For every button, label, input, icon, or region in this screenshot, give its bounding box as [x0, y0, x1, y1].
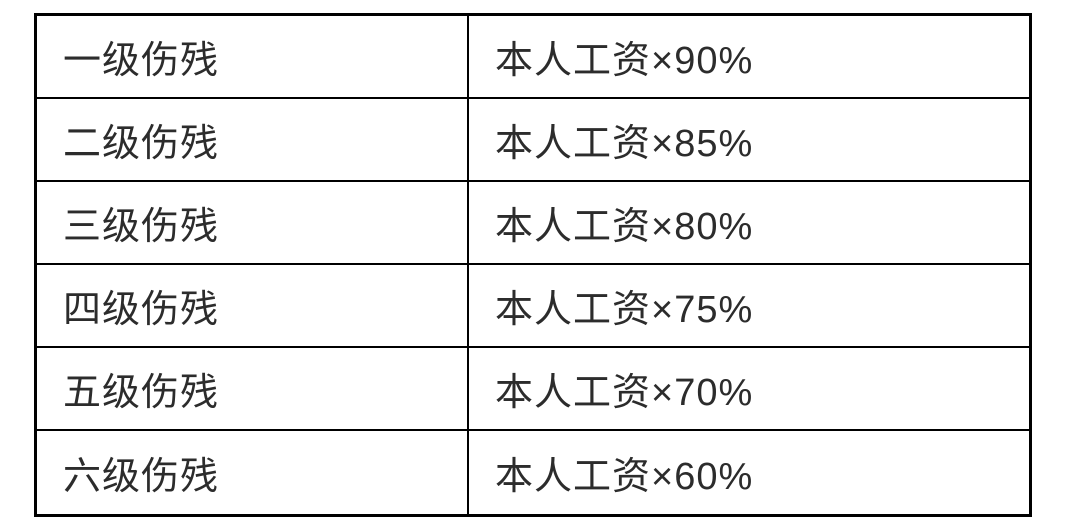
compensation-cell: 本人工资×85% [469, 99, 1029, 180]
level-cell: 四级伤残 [37, 265, 469, 346]
table-row: 二级伤残 本人工资×85% [37, 99, 1029, 182]
level-cell: 三级伤残 [37, 182, 469, 263]
compensation-cell: 本人工资×60% [469, 431, 1029, 514]
disability-compensation-table: 一级伤残 本人工资×90% 二级伤残 本人工资×85% 三级伤残 本人工资×80… [34, 13, 1032, 517]
table-row: 四级伤残 本人工资×75% [37, 265, 1029, 348]
table-row: 五级伤残 本人工资×70% [37, 348, 1029, 431]
level-cell: 二级伤残 [37, 99, 469, 180]
table-row: 六级伤残 本人工资×60% [37, 431, 1029, 514]
compensation-cell: 本人工资×80% [469, 182, 1029, 263]
table-row: 一级伤残 本人工资×90% [37, 16, 1029, 99]
compensation-cell: 本人工资×70% [469, 348, 1029, 429]
level-cell: 六级伤残 [37, 431, 469, 514]
level-cell: 一级伤残 [37, 16, 469, 97]
level-cell: 五级伤残 [37, 348, 469, 429]
table-row: 三级伤残 本人工资×80% [37, 182, 1029, 265]
compensation-cell: 本人工资×90% [469, 16, 1029, 97]
compensation-cell: 本人工资×75% [469, 265, 1029, 346]
